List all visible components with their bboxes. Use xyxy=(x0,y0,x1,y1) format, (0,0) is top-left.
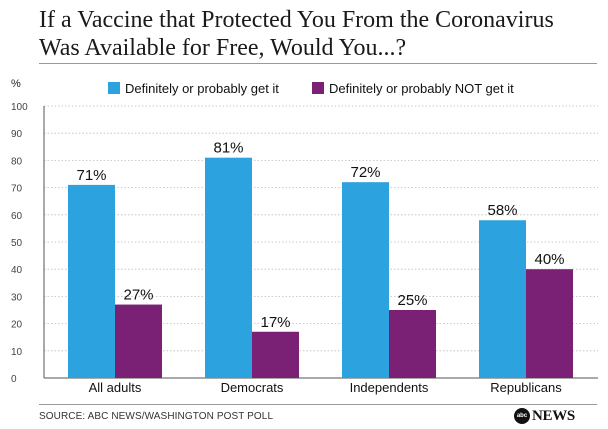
y-tick-label: 60 xyxy=(11,211,23,222)
x-tick-label: Democrats xyxy=(221,380,284,395)
data-label: 71% xyxy=(76,167,106,184)
data-label: 27% xyxy=(123,287,153,304)
legend-label: Definitely or probably get it xyxy=(125,81,279,96)
y-tick-label: 10 xyxy=(11,347,23,358)
data-label: 81% xyxy=(213,140,243,157)
chart-title-line2: Was Available for Free, Would You...? xyxy=(39,35,407,61)
y-axis-unit-label: % xyxy=(11,78,21,90)
brand-mark: abc NEWS xyxy=(514,408,575,424)
data-label: 25% xyxy=(397,292,427,309)
footer-divider xyxy=(39,404,597,405)
y-tick-label: 40 xyxy=(11,265,23,276)
bar xyxy=(205,157,252,378)
chart-title: If a Vaccine that Protected You From the… xyxy=(39,6,599,62)
bar xyxy=(342,182,389,378)
legend-label: Definitely or probably NOT get it xyxy=(329,81,514,96)
title-divider xyxy=(39,63,597,64)
y-tick-label: 90 xyxy=(11,129,23,140)
y-tick-label: 50 xyxy=(11,238,23,249)
bar xyxy=(68,184,115,378)
x-tick-label: All adults xyxy=(89,380,142,395)
legend-swatch xyxy=(312,82,324,94)
chart-title-line1: If a Vaccine that Protected You From the… xyxy=(39,7,554,33)
legend-swatch xyxy=(108,82,120,94)
bar xyxy=(252,331,299,378)
x-tick-label: Independents xyxy=(350,380,429,395)
data-label: 17% xyxy=(260,314,290,331)
x-tick-label: Republicans xyxy=(490,380,562,395)
y-tick-label: 30 xyxy=(11,292,23,303)
abc-logo-icon: abc xyxy=(514,408,530,424)
data-label: 58% xyxy=(487,202,517,219)
y-tick-label: 20 xyxy=(11,320,23,331)
y-tick-label: 80 xyxy=(11,156,23,167)
bar xyxy=(479,220,526,378)
data-label: 40% xyxy=(534,251,564,268)
bar xyxy=(389,310,436,378)
y-tick-label: 0 xyxy=(11,374,17,385)
bar xyxy=(526,269,573,378)
y-tick-label: 100 xyxy=(11,102,28,113)
data-label: 72% xyxy=(350,164,380,181)
bar xyxy=(115,304,162,378)
source-note: SOURCE: ABC NEWS/WASHINGTON POST POLL xyxy=(39,411,274,422)
y-tick-label: 70 xyxy=(11,184,23,195)
brand-name: NEWS xyxy=(532,407,575,424)
